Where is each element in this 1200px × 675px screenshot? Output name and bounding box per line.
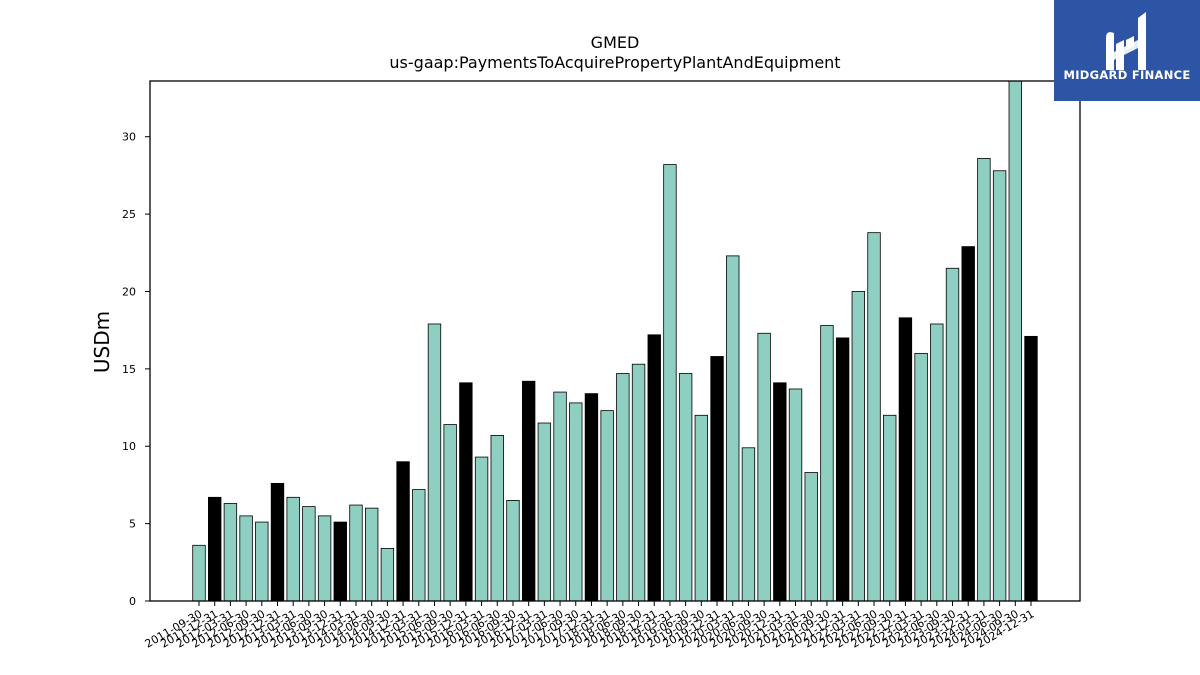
bar-2014-03-31	[349, 504, 363, 602]
plot-area-frame	[149, 80, 1081, 602]
bar-2015-06-30	[427, 323, 442, 602]
bar-2022-06-30	[867, 232, 881, 602]
bar-2012-12-31	[270, 482, 285, 602]
bar-2012-09-30	[255, 521, 269, 602]
bar-2019-03-31	[663, 164, 677, 602]
bar-2016-06-30	[490, 434, 504, 602]
bar-2024-09-30	[1008, 80, 1022, 602]
bar-2013-03-31	[286, 496, 300, 602]
bar-2018-09-30	[631, 363, 646, 602]
bar-2014-12-31	[396, 461, 410, 602]
bar-2022-03-31	[851, 291, 865, 602]
bar-2018-12-31	[647, 334, 661, 602]
bar-2017-09-30	[569, 402, 583, 602]
bar-2020-09-30	[757, 332, 771, 602]
bar-2015-12-31	[459, 382, 473, 602]
bar-2020-06-30	[741, 447, 756, 602]
bar-2013-09-30	[317, 515, 332, 602]
midgard-finance-logo: MIDGARD FINANCE	[1054, 0, 1200, 101]
bar-2023-12-31	[961, 246, 975, 602]
bar-2011-09-30	[192, 544, 206, 602]
bar-2015-03-31	[412, 489, 426, 602]
bar-2020-12-31	[773, 382, 787, 602]
chart-title: GMED	[591, 33, 640, 52]
bar-2018-06-30	[616, 373, 630, 602]
bar-2012-03-31	[223, 503, 238, 602]
bar-2024-03-31	[977, 157, 991, 602]
bar-2024-12-31	[1024, 335, 1038, 602]
bar-2014-06-30	[364, 507, 379, 602]
bar-2013-12-31	[333, 521, 347, 602]
bar-2014-09-30	[380, 547, 395, 602]
bar-2024-06-30	[992, 170, 1007, 602]
bar-2021-09-30	[820, 325, 834, 602]
bar-2011-12-31	[208, 496, 222, 602]
bar-2023-09-30	[945, 267, 960, 602]
bars-group	[192, 80, 1038, 602]
bar-2021-03-31	[788, 388, 803, 602]
bar-2016-03-31	[474, 456, 489, 602]
bar-2022-12-31	[898, 317, 913, 602]
bar-2018-03-31	[600, 410, 614, 602]
bar-2016-12-31	[521, 380, 536, 602]
bar-2017-06-30	[553, 391, 567, 602]
y-tick-label: 30	[122, 131, 136, 144]
bar-2021-06-30	[804, 472, 818, 602]
midgard-logo-icon	[1106, 12, 1146, 70]
ticks-group: 2011-09-302011-12-312012-03-312012-06-30…	[122, 131, 1037, 651]
bar-2017-12-31	[584, 393, 599, 602]
y-axis-label: USDm	[90, 311, 114, 373]
chart-subtitle: us-gaap:PaymentsToAcquirePropertyPlantAn…	[389, 53, 840, 72]
bar-2023-06-30	[930, 323, 944, 602]
bar-2021-12-31	[835, 337, 850, 602]
y-tick-label: 5	[129, 518, 136, 531]
bar-2023-03-31	[914, 352, 928, 602]
bar-2012-06-30	[239, 515, 253, 602]
bar-2015-09-30	[443, 424, 457, 602]
y-tick-label: 20	[122, 285, 136, 298]
y-tick-label: 25	[122, 208, 136, 221]
bar-2017-03-31	[537, 422, 552, 602]
bar-2022-09-30	[883, 414, 897, 602]
bar-2013-06-30	[302, 506, 316, 602]
bar-2019-09-30	[694, 414, 709, 602]
y-tick-label: 0	[129, 595, 136, 608]
bar-2019-06-30	[678, 373, 693, 602]
y-tick-label: 10	[122, 440, 136, 453]
bar-2019-12-31	[710, 356, 724, 602]
logo-text: MIDGARD FINANCE	[1063, 68, 1191, 82]
bar-2016-09-30	[506, 499, 520, 602]
bar-2020-03-31	[726, 255, 740, 602]
y-tick-label: 15	[122, 363, 136, 376]
